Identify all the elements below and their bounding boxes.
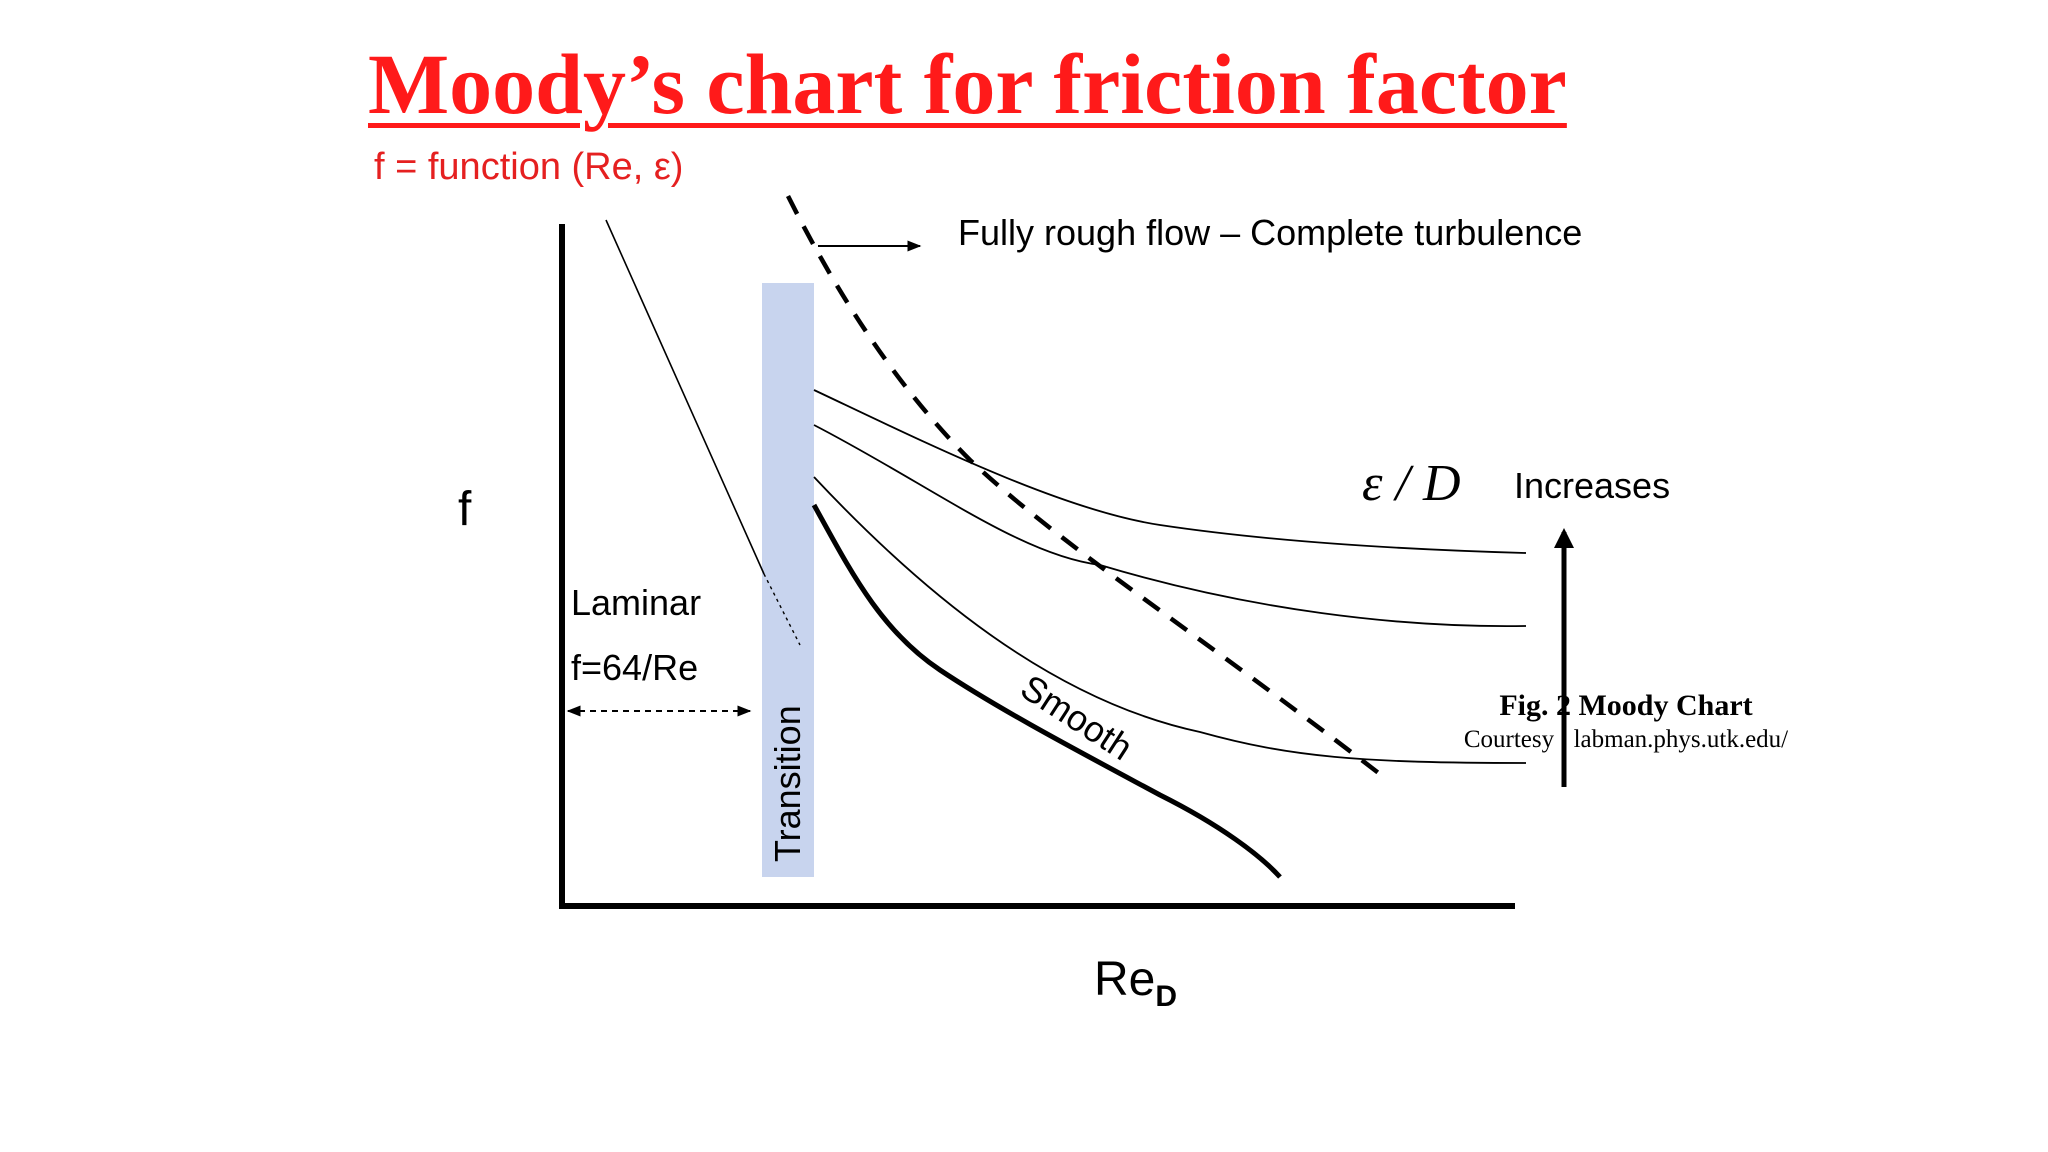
fully-rough-boundary <box>785 194 1387 780</box>
laminar-label: Laminar <box>571 582 701 623</box>
x-axis-label: ReD <box>1094 953 1177 1013</box>
roughness-curve-3 <box>813 476 1527 764</box>
figure-caption-title: Fig. 2 Moody Chart <box>1499 689 1753 722</box>
roughness-curve-1 <box>813 389 1527 554</box>
figure-caption-courtesy: Courtesy : labman.phys.utk.edu/ <box>1463 726 1789 753</box>
transition-band <box>762 283 814 877</box>
laminar-formula: f=64/Re <box>571 647 698 688</box>
transition-label: Transition <box>767 705 808 862</box>
subtitle: f = function (Re, ε) <box>374 146 684 188</box>
laminar-line <box>605 219 765 575</box>
fully-rough-label: Fully rough flow – Complete turbulence <box>958 212 1582 253</box>
page-title: Moody’s chart for friction factor <box>368 36 1567 132</box>
roughness-symbol: ε / D <box>1362 455 1461 512</box>
increases-label: Increases <box>1514 465 1670 506</box>
smooth-curve <box>811 503 1282 879</box>
x-axis-label-main: Re <box>1094 953 1155 1006</box>
y-axis-label: f <box>458 483 472 536</box>
figure-caption: Fig. 2 Moody Chart Courtesy : labman.phy… <box>1306 688 1946 756</box>
x-axis-label-subscript: D <box>1155 980 1177 1013</box>
